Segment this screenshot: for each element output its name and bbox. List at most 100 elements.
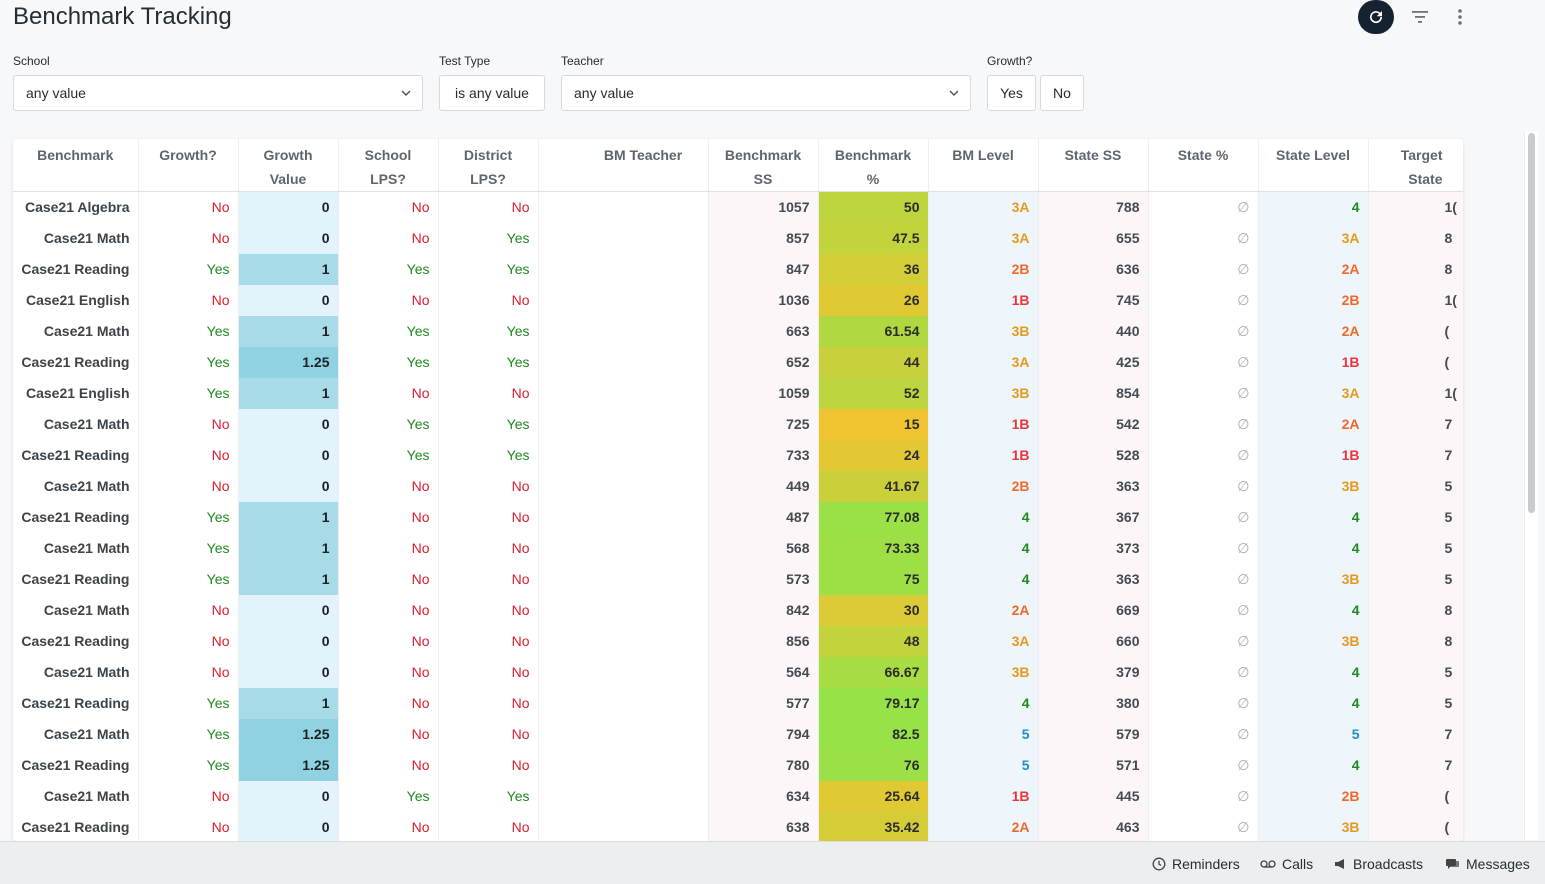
calls-label: Calls [1282,856,1314,872]
cell-target-state: 5 [1368,563,1463,595]
table-row[interactable]: Case21 Math Yes 1 No No 568 73.33 4 373 ∅ 4 5 [13,532,1463,564]
column-header-bm-teacher[interactable]: BM Teacher [538,139,709,192]
cell-bm-teacher [538,408,709,440]
column-header-bm-level[interactable]: BM Level [928,139,1039,192]
cell-benchmark-pct: 24 [818,439,929,471]
cell-benchmark: Case21 Math [13,532,139,564]
table-row[interactable]: Case21 Reading Yes 1 No No 577 79.17 4 380 ∅ 4 5 [13,687,1463,719]
cell-bm-teacher [538,594,709,626]
column-header-district-lps[interactable]: District LPS? [438,139,539,192]
cell-bm-teacher [538,439,709,471]
column-header-target-state[interactable]: Target State [1368,139,1463,192]
cell-growth-value: 0 [238,625,339,657]
column-header-state-level[interactable]: State Level [1258,139,1369,192]
cell-state-pct: ∅ [1148,749,1259,781]
cell-benchmark-pct: 61.54 [818,315,929,347]
cell-growth-value: 1 [238,501,339,533]
column-header-state-ss[interactable]: State SS [1038,139,1149,192]
cell-target-state: 7 [1368,439,1463,471]
cell-benchmark-pct: 52 [818,377,929,409]
table-row[interactable]: Case21 Math Yes 1.25 No No 794 82.5 5 579 ∅ 5 7 [13,718,1463,750]
table-row[interactable]: Case21 Reading No 0 No No 856 48 3A 660 ∅ 3B 8 [13,625,1463,657]
messages-icon [1446,859,1459,869]
cell-state-level: 3B [1258,470,1369,502]
cell-bm-level: 4 [928,563,1039,595]
school-select[interactable]: any value [13,75,423,111]
cell-bm-level: 4 [928,501,1039,533]
table-row[interactable]: Case21 Math No 0 Yes Yes 725 15 1B 542 ∅ 2A 7 [13,408,1463,440]
cell-state-ss: 440 [1038,315,1149,347]
cell-state-pct: ∅ [1148,625,1259,657]
table-row[interactable]: Case21 Math No 0 No Yes 857 47.5 3A 655 ∅ 3A 8 [13,222,1463,254]
column-header-state-pct[interactable]: State % [1148,139,1259,192]
table-row[interactable]: Case21 Math No 0 No No 842 30 2A 669 ∅ 4 8 [13,594,1463,626]
cell-state-ss: 367 [1038,501,1149,533]
column-header-growth[interactable]: Growth? [138,139,239,192]
column-header-sublabel: State [1408,171,1443,187]
table-row[interactable]: Case21 Reading Yes 1 No No 487 77.08 4 367 ∅ 4 5 [13,501,1463,533]
cell-growth: Yes [138,377,239,409]
calls-button[interactable]: Calls [1260,856,1313,872]
cell-school-lps: No [338,625,439,657]
column-header-growth-value[interactable]: Growth Value [238,139,339,192]
column-header-benchmark-pct[interactable]: Benchmark% [818,139,929,192]
cell-growth-value: 1.25 [238,718,339,750]
table-row[interactable]: Case21 Reading Yes 1.25 Yes Yes 652 44 3A 425 ∅ 1B… [13,346,1463,378]
table-row[interactable]: Case21 English Yes 1 No No 1059 52 3B 854 ∅ 3A 1( [13,377,1463,409]
cell-school-lps: No [338,284,439,316]
cell-benchmark-ss: 857 [708,222,819,254]
cell-state-level: 4 [1258,501,1369,533]
cell-growth: Yes [138,718,239,750]
cell-target-state: 7 [1368,718,1463,750]
cell-district-lps: No [438,594,539,626]
table-row[interactable]: Case21 Math No 0 No No 564 66.67 3B 379 ∅ 4 5 [13,656,1463,688]
cell-growth-value: 0 [238,439,339,471]
table-row[interactable]: Case21 Math No 0 Yes Yes 634 25.64 1B 445 ∅ 2B( [13,780,1463,812]
scrollbar-thumb[interactable] [1528,133,1535,513]
more-options-button[interactable] [1449,6,1471,28]
broadcasts-button[interactable]: Broadcasts [1333,856,1423,872]
cell-school-lps: Yes [338,780,439,812]
vertical-scrollbar[interactable] [1524,131,1538,840]
cell-growth-value: 0 [238,594,339,626]
cell-bm-level: 1B [928,284,1039,316]
column-header-school-lps[interactable]: School LPS? [338,139,439,192]
cell-state-level: 4 [1258,594,1369,626]
growth-no-button[interactable]: No [1040,75,1084,111]
cell-growth-value: 0 [238,470,339,502]
table-row[interactable]: Case21 Reading No 0 Yes Yes 733 24 1B 528 ∅ 1B 7 [13,439,1463,471]
cell-district-lps: Yes [438,222,539,254]
cell-bm-teacher [538,191,709,223]
test-type-select[interactable]: is any value [439,75,545,111]
table-row[interactable]: Case21 English No 0 No No 1036 26 1B 745 ∅ 2B 1( [13,284,1463,316]
test-type-value: is any value [455,85,529,101]
cell-school-lps: No [338,563,439,595]
cell-growth: No [138,284,239,316]
cell-target-state: 5 [1368,501,1463,533]
growth-yes-button[interactable]: Yes [987,75,1036,111]
cell-target-state: 8 [1368,625,1463,657]
reminders-button[interactable]: Reminders [1152,856,1240,872]
cell-growth-value: 0 [238,222,339,254]
cell-state-pct: ∅ [1148,315,1259,347]
cell-state-level: 3B [1258,563,1369,595]
table-row[interactable]: Case21 Math No 0 No No 449 41.67 2B 363 ∅ 3B 5 [13,470,1463,502]
cell-state-level: 3B [1258,811,1369,841]
filter-button[interactable] [1409,6,1431,28]
cell-state-ss: 655 [1038,222,1149,254]
column-header-benchmark[interactable]: Benchmark [13,139,139,192]
table-row[interactable]: Case21 Reading No 0 No No 638 35.42 2A 463 ∅ 3B( [13,811,1463,841]
table-row[interactable]: Case21 Math Yes 1 Yes Yes 663 61.54 3B 440 ∅ 2A( [13,315,1463,347]
table-row[interactable]: Case21 Reading Yes 1.25 No No 780 76 5 571 ∅ 4 7 [13,749,1463,781]
table-row[interactable]: Case21 Reading Yes 1 Yes Yes 847 36 2B 636 ∅ 2A 8 [13,253,1463,285]
column-header-benchmark-ss[interactable]: Benchmark SS [708,139,819,192]
cell-district-lps: No [438,749,539,781]
refresh-button[interactable] [1358,0,1394,34]
cell-target-state: ( [1368,780,1463,812]
table-row[interactable]: Case21 Reading Yes 1 No No 573 75 4 363 ∅ 3B 5 [13,563,1463,595]
teacher-select[interactable]: any value [561,75,971,111]
table-row[interactable]: Case21 Algebra No 0 No No 1057 50 3A 788 ∅ 4 1( [13,191,1463,223]
cell-state-pct: ∅ [1148,346,1259,378]
messages-button[interactable]: Messages [1445,856,1530,872]
cell-district-lps: No [438,625,539,657]
